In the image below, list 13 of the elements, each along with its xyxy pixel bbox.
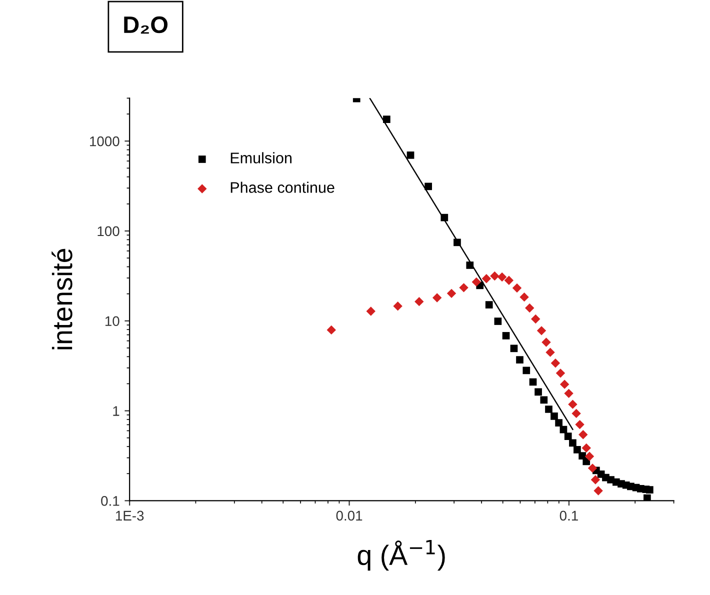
legend-label: Phase continue	[230, 182, 334, 193]
x-tick-label: 1E-3	[116, 510, 144, 521]
y-tick-label: 1	[113, 406, 120, 416]
y-tick-label: 0.1	[101, 496, 120, 506]
x-tick-label: 0.01	[336, 510, 362, 521]
x-tick-label: 0.1	[560, 510, 578, 521]
legend-label: Emulsion	[230, 152, 292, 164]
chart-title: D₂O	[124, 16, 168, 34]
y-tick-label: 1000	[90, 136, 120, 146]
y-tick-label: 10	[105, 316, 120, 326]
x-axis-title: q (Å$^{−1}$)	[358, 540, 445, 571]
y-tick-label: 100	[98, 226, 120, 236]
y-axis-title: intensité	[52, 248, 72, 350]
